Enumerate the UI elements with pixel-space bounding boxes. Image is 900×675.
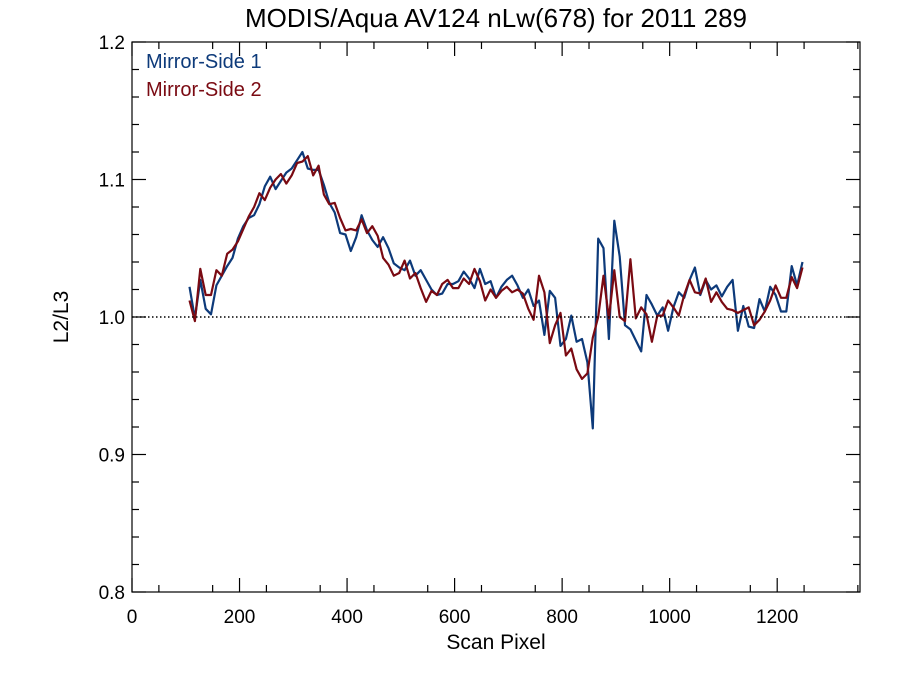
series-line	[188, 155, 804, 380]
y-tick-label: 0.8	[99, 583, 125, 604]
y-tick-label: 0.9	[99, 446, 125, 467]
y-axis-title: L2/L3	[50, 291, 73, 344]
series-line	[188, 150, 804, 430]
x-tick-label: 400	[331, 607, 363, 628]
x-tick-label: 1000	[649, 607, 691, 628]
x-tick-label: 600	[439, 607, 471, 628]
x-axis-title: Scan Pixel	[446, 631, 545, 654]
series-lines	[188, 150, 804, 430]
x-tick-label: 1200	[756, 607, 798, 628]
y-tick-label: 1.2	[99, 33, 125, 54]
x-tick-label: 800	[546, 607, 578, 628]
x-tick-label: 0	[127, 607, 138, 628]
axis-ticks: 0 200 400 600 800 1000 1200 0.8 0.9 1.0 1.1 1.2	[99, 33, 860, 628]
y-tick-label: 1.0	[99, 308, 125, 329]
legend-entry-mirror-side-2: Mirror-Side 2	[146, 79, 262, 101]
legend-entry-mirror-side-1: Mirror-Side 1	[146, 51, 262, 73]
x-tick-label: 200	[224, 607, 256, 628]
chart-title: MODIS/Aqua AV124 nLw(678) for 2011 289	[245, 3, 747, 33]
y-tick-label: 1.1	[99, 171, 125, 192]
